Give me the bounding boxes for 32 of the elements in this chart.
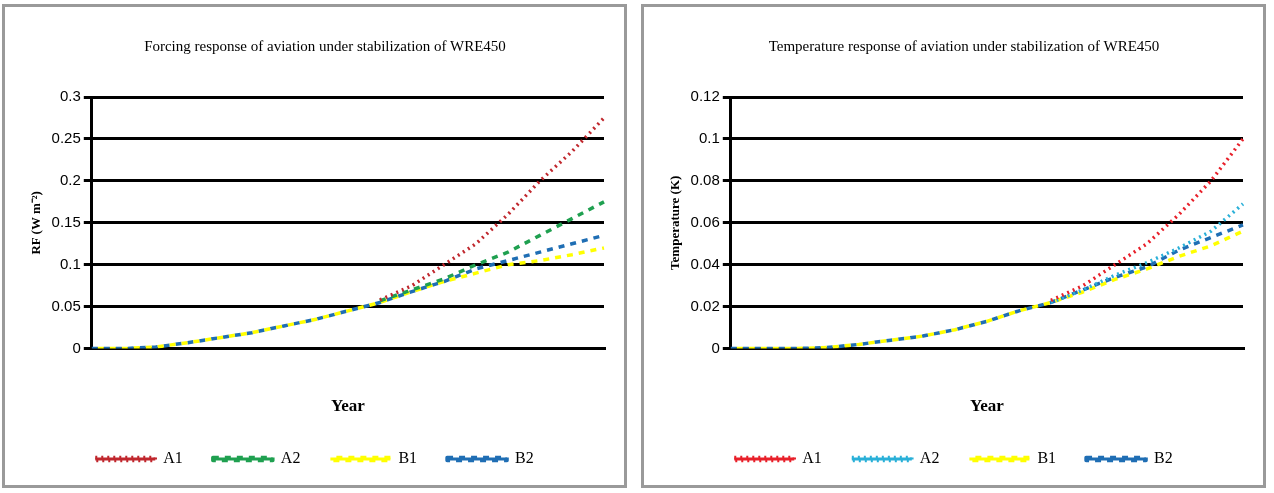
legend-label: A1 bbox=[163, 449, 183, 467]
y-tick-label: 0.3 bbox=[59, 87, 81, 105]
y-tick-label: 0.05 bbox=[51, 296, 81, 314]
y-axis-title: RF (W m⁻²) bbox=[28, 191, 44, 255]
y-tick-label: 0.25 bbox=[51, 129, 81, 147]
y-tick-label: 0.08 bbox=[690, 171, 720, 189]
y-axis-title: Temperature (K) bbox=[667, 175, 683, 270]
legend-label: A1 bbox=[802, 449, 822, 467]
y-tick-label: 0 bbox=[711, 338, 720, 356]
y-tick-label: 0.02 bbox=[690, 296, 720, 314]
x-axis-title: Year bbox=[330, 396, 366, 416]
y-tick-label: 0.15 bbox=[51, 212, 81, 230]
line-series bbox=[378, 200, 606, 303]
legend-label: B2 bbox=[1154, 449, 1173, 467]
y-tick-label: 0.2 bbox=[59, 171, 81, 189]
chart-title: Forcing response of aviation under stabilization of WRE450 bbox=[143, 37, 507, 56]
y-tick-label: 0.12 bbox=[690, 87, 720, 105]
y-tick-label: 0 bbox=[72, 338, 81, 356]
line-series bbox=[1049, 202, 1245, 305]
legend-label: B1 bbox=[1037, 449, 1057, 467]
legend-label: A2 bbox=[919, 449, 940, 467]
y-tick-label: 0.04 bbox=[690, 254, 720, 272]
y-tick-label: 0.1 bbox=[698, 129, 720, 147]
legend-label: B2 bbox=[515, 449, 534, 467]
line-series bbox=[378, 116, 606, 302]
y-tick-label: 0.06 bbox=[690, 212, 720, 230]
chart-title: Temperature response of aviation under stabilization of WRE450 bbox=[767, 37, 1161, 56]
legend-label: B1 bbox=[398, 449, 418, 467]
legend-label: A2 bbox=[280, 449, 301, 467]
line-series bbox=[1049, 137, 1245, 303]
x-axis-title: Year bbox=[969, 396, 1005, 416]
y-tick-label: 0.1 bbox=[59, 254, 81, 272]
